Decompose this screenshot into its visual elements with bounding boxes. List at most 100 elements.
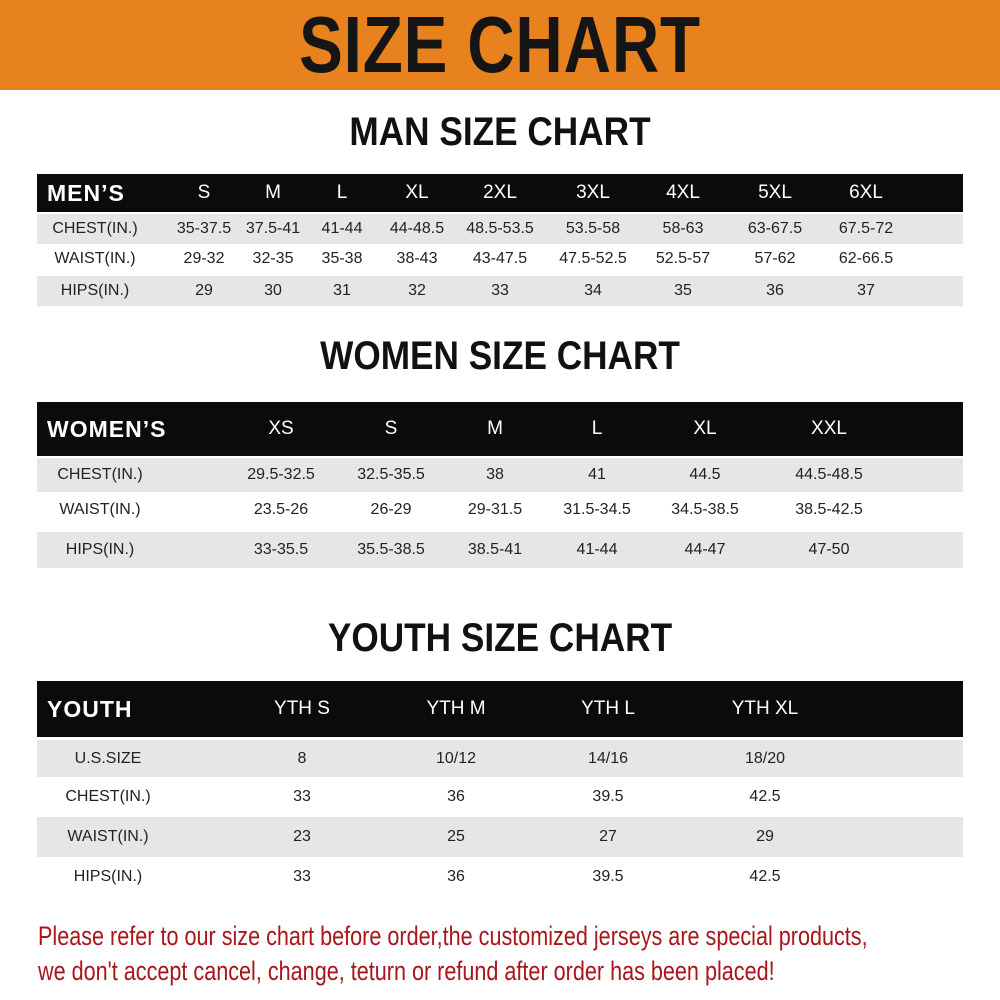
measurement-value: 39.5: [592, 868, 624, 885]
men-size-table: MEN’S S M L XL 2XL 3XL 4XL 5XL 6XL CHEST(IN.) 35-37…: [37, 174, 963, 306]
measurement-label: HIPS(IN.): [60, 282, 130, 299]
size-column-header: M: [265, 182, 281, 203]
measurement-value: 36: [447, 868, 465, 885]
youth-header-label: YOUTH: [47, 695, 133, 722]
men-header-row: MEN’S S M L XL 2XL 3XL 4XL 5XL 6XL: [37, 174, 963, 212]
banner-title: SIZE CHART: [299, 0, 701, 89]
measurement-value: 41-44: [576, 541, 618, 558]
size-column-header: YTH M: [426, 698, 486, 719]
size-column-header: YTH XL: [731, 698, 799, 719]
measurement-value: 33: [491, 282, 509, 299]
measurement-label: HIPS(IN.): [65, 541, 135, 558]
measurement-value: 26-29: [370, 501, 412, 518]
women-header-row: WOMEN’S XS S M L XL XXL: [37, 402, 963, 456]
measurement-value: 35-38: [321, 250, 363, 267]
size-column-header: L: [591, 418, 603, 439]
size-column-header: S: [197, 182, 211, 203]
measurement-value: 23.5-26: [253, 501, 309, 518]
size-column-header: 3XL: [576, 182, 610, 203]
measurement-value: 42.5: [749, 788, 781, 805]
measurement-label: CHEST(IN.): [52, 220, 138, 237]
size-column-header: XXL: [811, 418, 847, 439]
measurement-label: WAIST(IN.): [54, 250, 136, 267]
measurement-value: 62-66.5: [838, 250, 894, 267]
notice-line-2: we don't accept cancel, change, teturn o…: [38, 956, 775, 986]
notice-line-1: Please refer to our size chart before or…: [38, 921, 868, 951]
measurement-value: 38: [486, 466, 504, 483]
measurement-value: 37: [857, 282, 875, 299]
table-row: CHEST(IN.) 29.5-32.5 32.5-35.5 38 41 44.5 44.5…: [37, 458, 963, 492]
size-column-header: 5XL: [758, 182, 792, 203]
size-column-header: XL: [405, 182, 429, 203]
table-row: HIPS(IN.) 29 30 31 32 33 34 35 36 37: [37, 276, 963, 306]
measurement-value: 38-43: [396, 250, 438, 267]
measurement-value: 52.5-57: [655, 250, 711, 267]
men-section-title: MAN SIZE CHART: [349, 110, 651, 154]
measurement-label: HIPS(IN.): [73, 868, 143, 885]
measurement-value: 29-31.5: [467, 501, 523, 518]
measurement-value: 34.5-38.5: [671, 501, 739, 518]
measurement-value: 44-47: [684, 541, 726, 558]
measurement-value: 39.5: [592, 788, 624, 805]
measurement-label: U.S.SIZE: [74, 749, 142, 767]
measurement-value: 34: [584, 282, 602, 299]
table-row: WAIST(IN.) 23.5-26 26-29 29-31.5 31.5-34.5 34…: [37, 492, 963, 528]
table-row: HIPS(IN.) 33-35.5 35.5-38.5 38.5-41 41-44 44-…: [37, 532, 963, 568]
size-column-header: XL: [693, 418, 717, 439]
measurement-value: 44-48.5: [389, 220, 445, 237]
women-size-table: WOMEN’S XS S M L XL XXL CHEST(IN.) 29.5-32.5 32.5…: [37, 402, 963, 570]
measurement-value: 31.5-34.5: [563, 501, 631, 518]
measurement-value: 42.5: [749, 868, 781, 885]
measurement-value: 44.5-48.5: [795, 466, 863, 483]
table-row: HIPS(IN.) 33 36 39.5 42.5: [37, 857, 963, 897]
measurement-value: 33: [293, 868, 311, 885]
measurement-value: 41: [588, 466, 606, 483]
measurement-value: 58-63: [662, 220, 704, 237]
banner: SIZE CHART: [0, 0, 1000, 90]
measurement-value: 36: [766, 282, 784, 299]
measurement-value: 35.5-38.5: [357, 541, 425, 558]
measurement-value: 10/12: [435, 749, 477, 767]
size-column-header: 2XL: [483, 182, 517, 203]
measurement-value: 29.5-32.5: [247, 466, 315, 483]
table-row: CHEST(IN.) 35-37.5 37.5-41 41-44 44-48.5 48.5…: [37, 214, 963, 244]
size-column-header: L: [336, 182, 348, 203]
youth-header-row: YOUTH YTH S YTH M YTH L YTH XL: [37, 681, 963, 737]
measurement-value: 27: [599, 828, 617, 845]
measurement-value: 23: [293, 828, 311, 845]
measurement-value: 14/16: [587, 749, 629, 767]
measurement-value: 30: [264, 282, 282, 299]
measurement-value: 43-47.5: [472, 250, 528, 267]
measurement-value: 29: [195, 282, 213, 299]
measurement-value: 32-35: [252, 250, 294, 267]
men-header-label: MEN’S: [47, 179, 125, 206]
measurement-label: WAIST(IN.): [59, 501, 141, 518]
size-column-header: YTH S: [274, 698, 330, 719]
measurement-value: 32.5-35.5: [357, 466, 425, 483]
measurement-value: 67.5-72: [838, 220, 894, 237]
measurement-label: CHEST(IN.): [57, 466, 143, 483]
measurement-value: 31: [333, 282, 351, 299]
measurement-label: WAIST(IN.): [67, 828, 149, 845]
size-column-header: S: [384, 418, 398, 439]
measurement-value: 63-67.5: [747, 220, 803, 237]
measurement-value: 57-62: [754, 250, 796, 267]
size-column-header: YTH L: [581, 698, 635, 719]
table-row: WAIST(IN.) 23 25 27 29: [37, 817, 963, 857]
table-row: U.S.SIZE 8 10/12 14/16 18/20: [37, 740, 963, 777]
table-row: WAIST(IN.) 29-32 32-35 35-38 38-43 43-47.5 47.…: [37, 244, 963, 274]
measurement-value: 35-37.5: [176, 220, 232, 237]
measurement-label: CHEST(IN.): [65, 788, 151, 805]
youth-section-title: YOUTH SIZE CHART: [327, 616, 673, 660]
youth-size-table: YOUTH YTH S YTH M YTH L YTH XL U.S.SIZE 8 10/12…: [37, 681, 963, 899]
measurement-value: 33-35.5: [253, 541, 309, 558]
size-column-header: XS: [268, 418, 294, 439]
measurement-value: 53.5-58: [565, 220, 621, 237]
measurement-value: 38.5-41: [467, 541, 523, 558]
table-row: CHEST(IN.) 33 36 39.5 42.5: [37, 777, 963, 817]
measurement-value: 8: [297, 749, 307, 767]
measurement-value: 36: [447, 788, 465, 805]
size-column-header: 4XL: [666, 182, 700, 203]
measurement-value: 18/20: [744, 749, 786, 767]
measurement-value: 48.5-53.5: [466, 220, 534, 237]
